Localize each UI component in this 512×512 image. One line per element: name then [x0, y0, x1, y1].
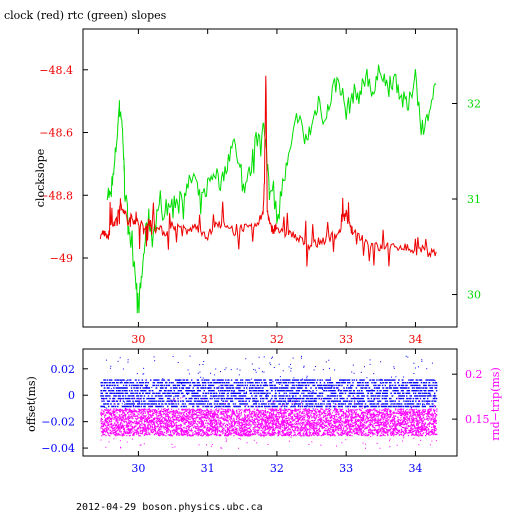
bottom-plot-frame: [82, 348, 458, 457]
bottom-y2label: rnd−trip(ms): [489, 367, 502, 441]
bottom-y-tick-label: −0.04: [41, 442, 75, 455]
bottom-x-tick-label: 33: [339, 462, 353, 475]
bottom-y-tick-label: 0: [68, 389, 75, 402]
top-series: [99, 64, 437, 314]
top-y2-tick-label: 30: [467, 289, 481, 302]
bottom-series: [100, 355, 438, 449]
top-y-tick-label: −48.6: [39, 127, 73, 140]
bottom-y2-tick-label: 0.2: [465, 368, 483, 381]
top-x-tick-label: 32: [270, 333, 284, 346]
rtc-series-line: [106, 64, 437, 314]
bottom-x-tick-label: 31: [201, 462, 215, 475]
top-x-tick-label: 34: [408, 333, 422, 346]
top-panel: 30 31 32 33 34 −48.4 −48.6 −48.8 −49 32 31 30 clock…: [34, 28, 481, 346]
top-y2-tick-label: 32: [467, 98, 481, 111]
bottom-x-tick-label: 30: [131, 462, 145, 475]
clock-series-line: [99, 75, 437, 267]
bottom-y-tick-label: 0.02: [51, 363, 76, 376]
bottom-x-tick-label: 32: [270, 462, 284, 475]
top-x-tick-label: 30: [131, 333, 145, 346]
top-y-tick-label: −48.4: [39, 64, 73, 77]
top-y-tick-label: −48.8: [39, 189, 73, 202]
bottom-x-tick-label: 34: [408, 462, 422, 475]
top-ylabel: clockslope: [34, 149, 47, 207]
bottom-panel: 30 31 32 33 34 0.02 0 −0.02 −0.04 0.2 0.15 offset(…: [25, 348, 502, 475]
top-x-tick-label: 33: [339, 333, 353, 346]
top-y2-tick-label: 31: [467, 193, 481, 206]
chart-title: clock (red) rtc (green) slopes: [4, 9, 167, 22]
top-y-tick-label: −49: [50, 252, 73, 265]
bottom-ylabel: offset(ms): [25, 376, 38, 432]
top-ticks: 30 31 32 33 34 −48.4 −48.6 −48.8 −49 32 31 30: [39, 29, 481, 346]
rnd-trip-series-points: [100, 396, 438, 449]
bottom-y2-tick-label: 0.15: [465, 413, 490, 426]
top-plot-frame: [82, 28, 458, 328]
footer: 2012-04-29 boson.physics.ubc.ca: [76, 502, 263, 512]
offset-series-points: [100, 355, 438, 410]
top-x-tick-label: 31: [201, 333, 215, 346]
bottom-ticks: 30 31 32 33 34 0.02 0 −0.02 −0.04 0.2 0.15: [41, 349, 490, 475]
bottom-y-tick-label: −0.02: [41, 416, 75, 429]
